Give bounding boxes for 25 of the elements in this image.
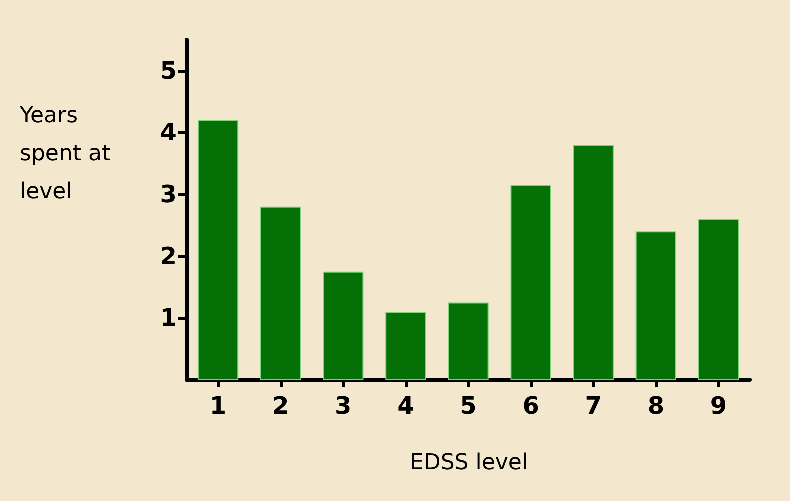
x-tick-label: 7 xyxy=(585,392,602,420)
y-tick-label: 5 xyxy=(160,56,177,85)
bar xyxy=(636,232,676,380)
x-tick-label: 2 xyxy=(272,392,290,420)
y-tick-label: 1 xyxy=(160,304,177,332)
x-tick-label: 6 xyxy=(522,392,540,420)
bar xyxy=(698,219,740,380)
x-tick-label: 1 xyxy=(210,392,227,420)
x-tick-label: 3 xyxy=(335,392,352,420)
bar xyxy=(198,120,239,380)
x-axis-title: EDSS level xyxy=(410,450,528,476)
y-tick-label: 3 xyxy=(160,180,177,209)
bar xyxy=(386,312,426,380)
x-tick-label: 5 xyxy=(460,392,477,420)
x-tick-label: 9 xyxy=(710,392,728,420)
y-tick-label: 2 xyxy=(160,242,177,270)
bar xyxy=(448,302,489,380)
x-tick-label: 4 xyxy=(398,392,414,420)
x-tick-label: 8 xyxy=(648,392,665,420)
bar xyxy=(260,206,302,380)
y-tick-label: 4 xyxy=(160,118,177,147)
bar xyxy=(510,185,552,380)
bar xyxy=(323,272,364,380)
bar xyxy=(573,145,614,380)
y-axis-title: Years spent at level xyxy=(19,104,118,204)
